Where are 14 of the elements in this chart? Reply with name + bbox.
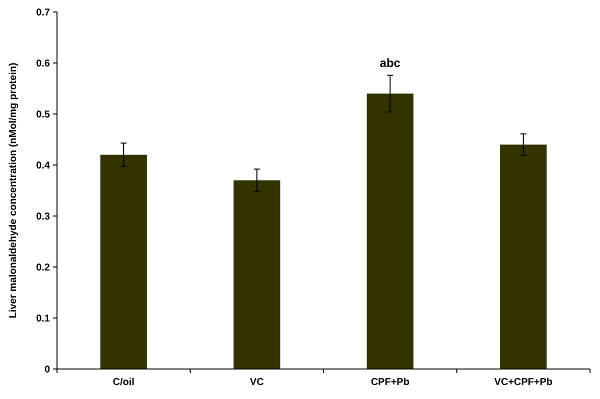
y-axis-title: Liver malonaldehyde concentration (nMol/mg protein)	[8, 62, 19, 318]
x-tick-label: VC	[250, 377, 264, 388]
y-tick-label: 0.5	[36, 110, 50, 120]
annotation: abc	[380, 56, 401, 70]
x-tick-label: C/oil	[112, 377, 135, 388]
y-tick-label: 0.3	[36, 212, 50, 222]
x-tick-label: VC+CPF+Pb	[494, 377, 553, 388]
y-tick-label: 0.2	[36, 262, 50, 274]
y-tick-label: 0.7	[36, 8, 50, 18]
y-tick-label: 0.6	[36, 58, 50, 70]
y-tick-label: 0.1	[36, 314, 50, 324]
y-tick-label: 0.4	[36, 160, 50, 172]
x-tick-label: CPF+Pb	[370, 377, 410, 388]
y-tick-label: 0	[44, 364, 50, 376]
